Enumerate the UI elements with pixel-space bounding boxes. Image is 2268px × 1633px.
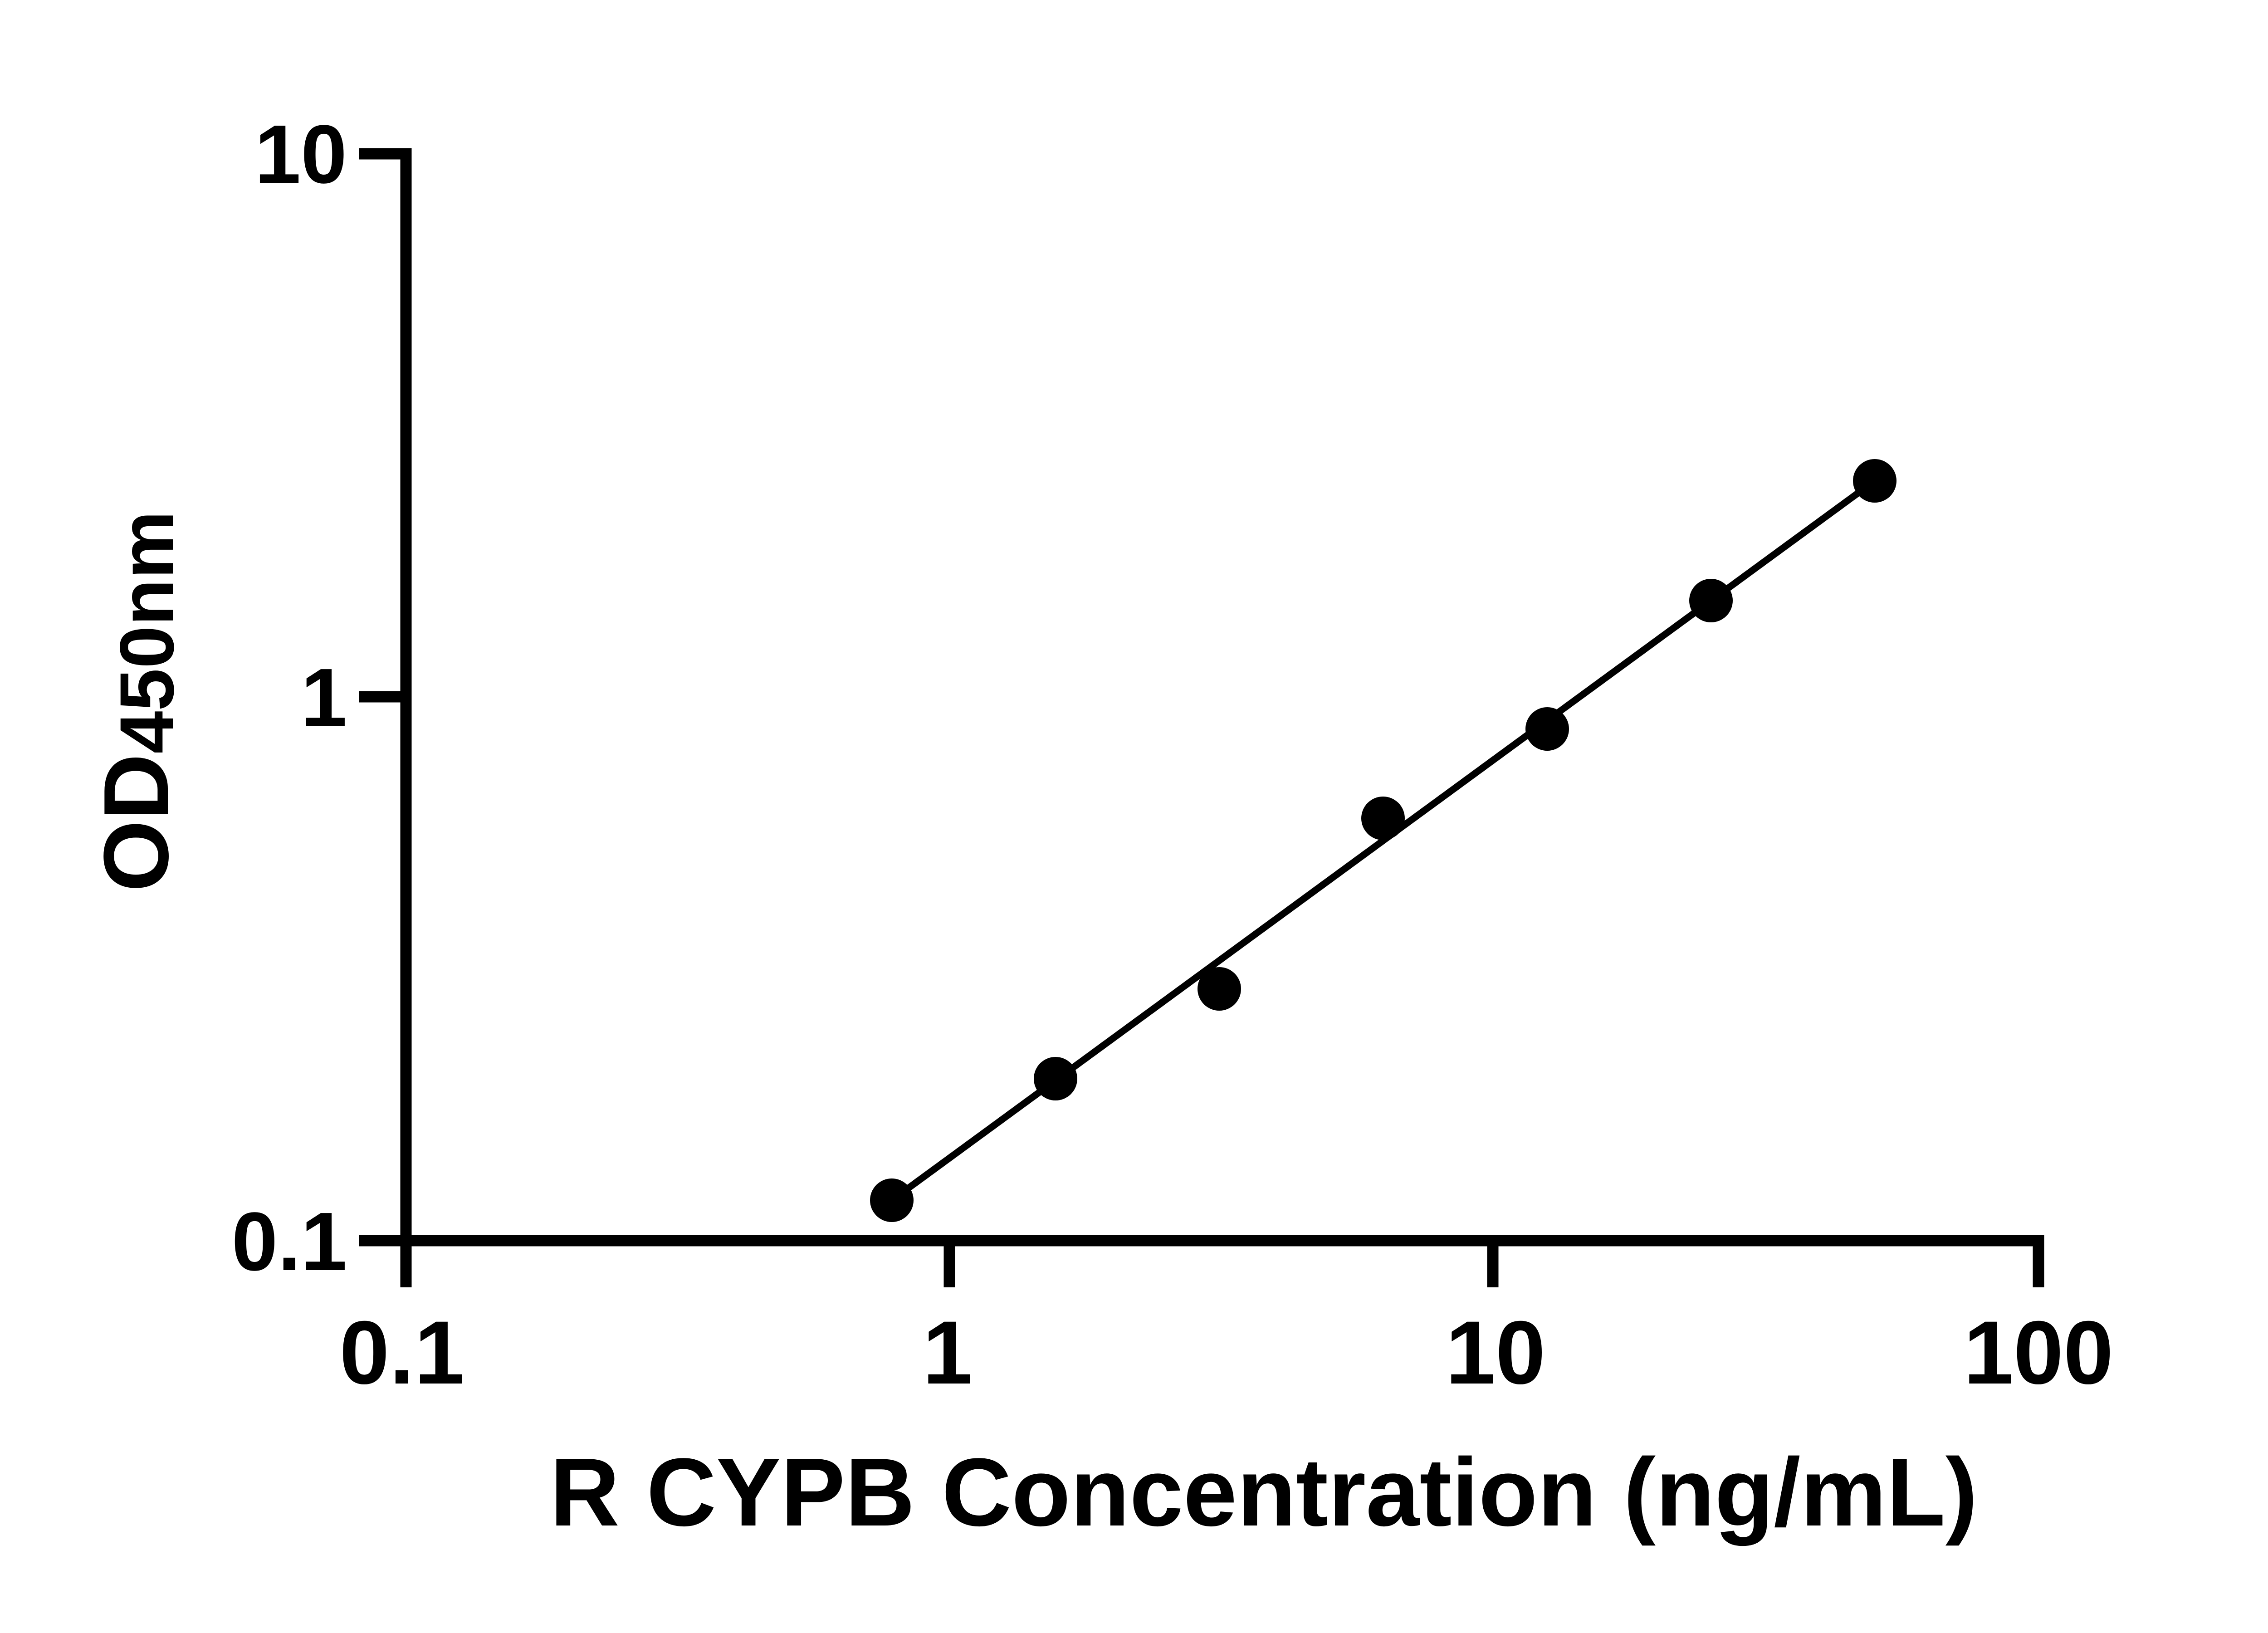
- svg-text:1: 1: [923, 1302, 973, 1403]
- svg-text:OD450nm: OD450nm: [85, 511, 190, 892]
- svg-text:10: 10: [254, 108, 347, 200]
- svg-text:0.1: 0.1: [339, 1302, 464, 1403]
- svg-text:0.1: 0.1: [232, 1195, 347, 1288]
- svg-text:R CYPB Concentration (ng/mL): R CYPB Concentration (ng/mL): [550, 1438, 1978, 1546]
- svg-text:10: 10: [1446, 1302, 1545, 1403]
- svg-text:100: 100: [1964, 1302, 2113, 1403]
- svg-text:1: 1: [301, 651, 347, 744]
